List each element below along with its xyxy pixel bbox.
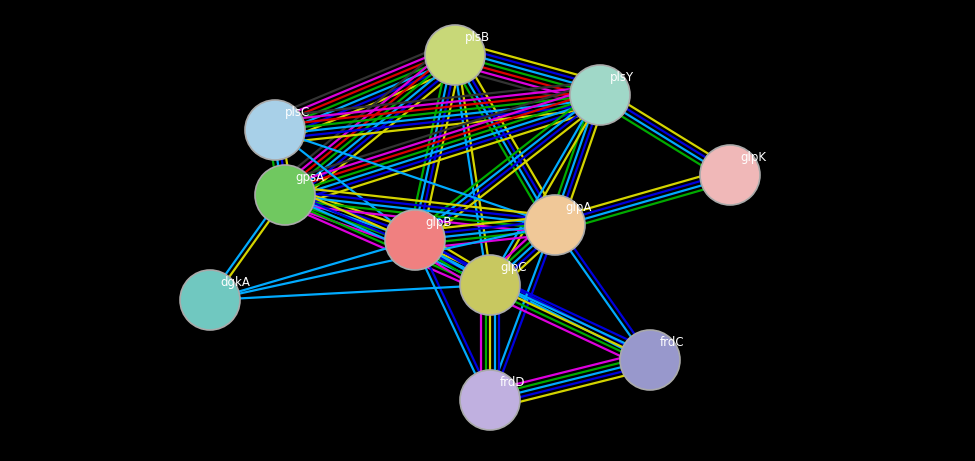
Text: glpK: glpK (740, 150, 766, 164)
Circle shape (385, 210, 445, 270)
Circle shape (255, 165, 315, 225)
Circle shape (245, 100, 305, 160)
Text: glpC: glpC (500, 260, 526, 273)
Text: dgkA: dgkA (220, 276, 250, 289)
Text: frdC: frdC (660, 336, 684, 349)
Circle shape (525, 195, 585, 255)
Circle shape (460, 370, 520, 430)
Circle shape (425, 25, 485, 85)
Text: glpA: glpA (565, 201, 592, 213)
Circle shape (180, 270, 240, 330)
Text: gpsA: gpsA (295, 171, 324, 183)
Text: plsY: plsY (610, 71, 634, 83)
Circle shape (570, 65, 630, 125)
Circle shape (620, 330, 680, 390)
Text: plsB: plsB (465, 30, 490, 43)
Text: frdD: frdD (500, 376, 526, 389)
Text: glpB: glpB (425, 215, 451, 229)
Circle shape (460, 255, 520, 315)
Text: plsC: plsC (285, 106, 310, 118)
Circle shape (700, 145, 760, 205)
